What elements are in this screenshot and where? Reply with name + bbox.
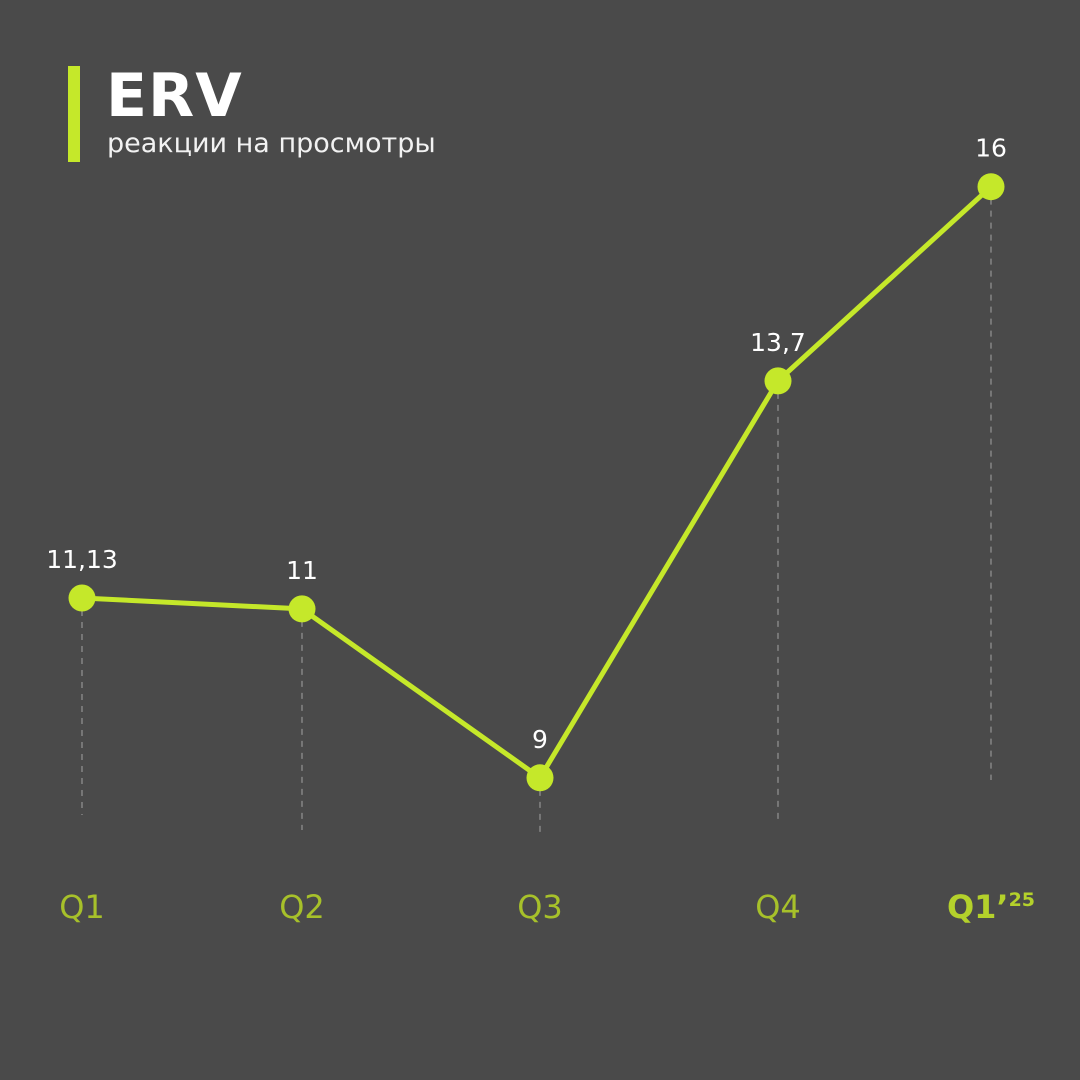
- data-label: 11: [286, 556, 318, 585]
- x-tick-label: Q3: [517, 888, 563, 926]
- x-tick-label: Q1’25: [947, 888, 1035, 926]
- series-line: [79, 184, 994, 781]
- x-tick-label: Q2: [279, 888, 325, 926]
- data-point: [977, 173, 1005, 201]
- chart-subtitle: реакции на просмотры: [107, 128, 436, 159]
- data-points: [68, 173, 1005, 792]
- x-tick-label: Q1: [59, 888, 105, 926]
- data-labels: 11,13 11 9 13,7 16: [46, 134, 1007, 754]
- data-label: 13,7: [750, 328, 806, 357]
- x-axis-labels: Q1 Q2 Q3 Q4 Q1’25: [59, 888, 1035, 926]
- x-tick-label: Q4: [755, 888, 801, 926]
- data-point: [288, 595, 316, 623]
- data-label: 16: [975, 134, 1007, 163]
- title-accent-bar: [68, 66, 80, 162]
- data-point: [764, 367, 792, 395]
- data-label: 11,13: [46, 545, 118, 574]
- chart-title: ERV: [106, 61, 243, 131]
- drop-lines: [81, 186, 992, 835]
- data-point: [526, 764, 554, 792]
- data-label: 9: [532, 725, 548, 754]
- data-point: [68, 584, 96, 612]
